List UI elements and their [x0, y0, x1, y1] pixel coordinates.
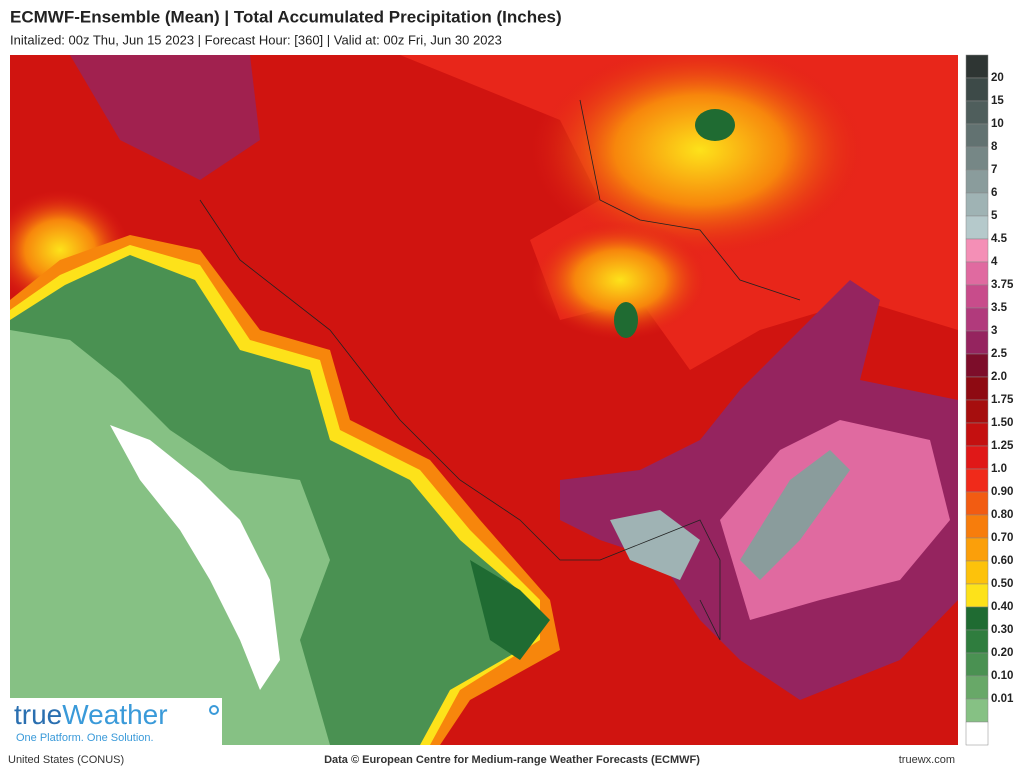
legend-label: 0.90 — [991, 486, 1013, 498]
legend-swatch — [965, 652, 989, 677]
legend-swatch — [965, 422, 989, 447]
legend-swatch — [965, 468, 989, 493]
legend-label: 0.70 — [991, 532, 1013, 544]
legend-label: 6 — [991, 187, 997, 199]
legend-swatch — [965, 376, 989, 401]
legend-label: 0.20 — [991, 647, 1013, 659]
legend-swatch — [965, 560, 989, 585]
legend-swatch — [965, 284, 989, 309]
legend-label: 20 — [991, 72, 1004, 84]
footer-credit: Data © European Centre for Medium-range … — [324, 754, 700, 766]
legend-label: 1.0 — [991, 463, 1007, 475]
legend-swatch — [965, 721, 989, 746]
legend-label: 4.5 — [991, 233, 1008, 245]
legend-swatch — [965, 698, 989, 723]
title: ECMWF-Ensemble (Mean) | Total Accumulate… — [10, 7, 562, 26]
legend-label: 0.40 — [991, 601, 1013, 613]
legend-swatch — [965, 445, 989, 470]
legend: 20 15 10 8 7 6 5 4.5 4 3.75 3.5 3 2.5 2.0 1.75 1.50 1.25… — [965, 54, 1014, 746]
logo-dot — [209, 705, 219, 715]
legend-label: 0.10 — [991, 670, 1013, 682]
legend-label: 5 — [991, 210, 998, 222]
legend-label: 1.75 — [991, 394, 1014, 406]
legend-swatch — [965, 100, 989, 125]
legend-label: 15 — [991, 95, 1004, 107]
legend-label: 7 — [991, 164, 997, 176]
legend-label: 4 — [991, 256, 998, 268]
legend-swatch — [965, 123, 989, 148]
logo-box — [10, 698, 222, 745]
precip-map — [10, 55, 958, 745]
legend-swatch — [965, 169, 989, 194]
subtitle: Initalized: 00z Thu, Jun 15 2023 | Forec… — [10, 32, 502, 47]
legend-label: 0.60 — [991, 555, 1013, 567]
logo-a: true — [14, 699, 62, 730]
legend-swatch — [965, 514, 989, 539]
legend-label: 0.80 — [991, 509, 1013, 521]
legend-label: 0.30 — [991, 624, 1013, 636]
footer-site: truewx.com — [899, 754, 955, 766]
legend-label: 3.75 — [991, 279, 1014, 291]
legend-swatch — [965, 606, 989, 631]
legend-swatch — [965, 238, 989, 263]
legend-swatch — [965, 330, 989, 355]
legend-swatch — [965, 629, 989, 654]
legend-swatch — [965, 583, 989, 608]
legend-label: 1.25 — [991, 440, 1014, 452]
legend-label: 8 — [991, 141, 998, 153]
logo: trueWeather — [14, 699, 168, 730]
legend-swatch — [965, 399, 989, 424]
legend-swatch — [965, 215, 989, 240]
legend-label: 0.50 — [991, 578, 1013, 590]
legend-swatch — [965, 261, 989, 286]
footer-region: United States (CONUS) — [8, 754, 124, 766]
legend-swatch — [965, 353, 989, 378]
legend-swatch — [965, 307, 989, 332]
legend-swatch — [965, 537, 989, 562]
legend-swatch — [965, 54, 989, 79]
legend-label: 3 — [991, 325, 997, 337]
legend-label: 3.5 — [991, 302, 1008, 314]
legend-label: 10 — [991, 118, 1004, 130]
legend-swatch — [965, 491, 989, 516]
legend-label: 1.50 — [991, 417, 1013, 429]
logo-tagline: One Platform. One Solution. — [16, 732, 154, 744]
legend-swatch — [965, 77, 989, 102]
legend-swatch — [965, 146, 989, 171]
legend-swatch — [965, 675, 989, 700]
legend-label: 2.0 — [991, 371, 1007, 383]
legend-swatch — [965, 192, 989, 217]
logo-b: Weather — [62, 699, 167, 730]
legend-label: 0.01 — [991, 693, 1014, 705]
legend-label: 2.5 — [991, 348, 1008, 360]
